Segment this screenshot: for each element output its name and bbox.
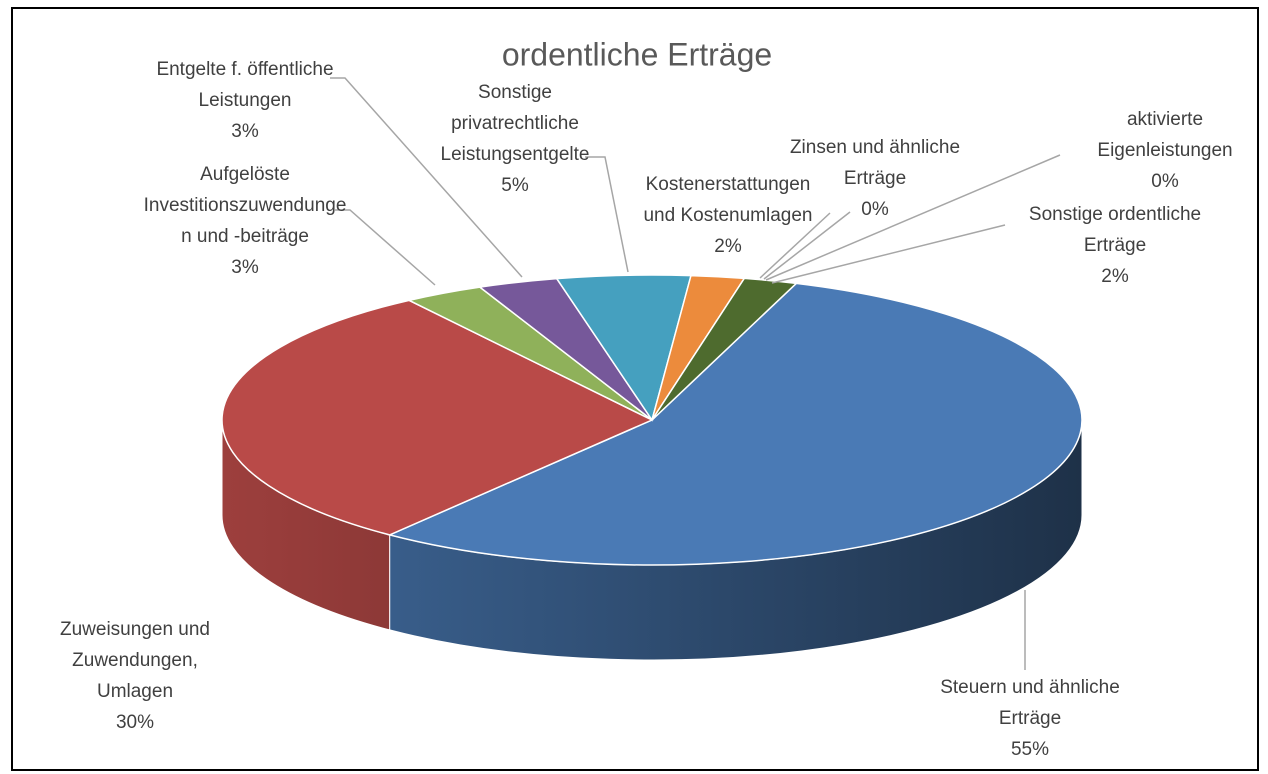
category-label: Sonstige ordentliche Erträge bbox=[1029, 204, 1201, 256]
pie-slice bbox=[651, 277, 798, 421]
leader-line bbox=[771, 224, 1006, 284]
category-label: Steuern und ähnliche Erträge bbox=[940, 677, 1120, 729]
category-label: Entgelte f. öffentliche Leistungen bbox=[156, 59, 333, 111]
value-label: 3% bbox=[231, 257, 259, 278]
category-label: Zinsen und ähnliche Erträge bbox=[790, 137, 960, 189]
value-label: 2% bbox=[714, 236, 742, 257]
category-label: Zuweisungen und Zuwendungen, Umlagen bbox=[60, 619, 210, 702]
value-label: 0% bbox=[1151, 171, 1179, 192]
pie-slice bbox=[387, 282, 1083, 566]
value-label: 2% bbox=[1101, 266, 1129, 287]
leader-line bbox=[330, 77, 523, 278]
category-label: Aufgelöste Investitionszuwendunge n und -b… bbox=[144, 164, 347, 247]
pie-tops bbox=[221, 274, 1083, 566]
leader-line bbox=[759, 212, 831, 279]
leader-line bbox=[765, 154, 1061, 281]
category-label: Sonstige privatrechtliche Leistungsentgelt… bbox=[441, 82, 590, 165]
value-label: 3% bbox=[231, 121, 259, 142]
value-label: 55% bbox=[1011, 739, 1049, 760]
value-label: 5% bbox=[501, 175, 529, 196]
category-label: aktivierte Eigenleistungen bbox=[1097, 109, 1232, 161]
value-label: 0% bbox=[861, 199, 889, 220]
value-label: 30% bbox=[116, 712, 154, 733]
pie-slice bbox=[221, 299, 654, 536]
chart-title: ordentliche Erträge bbox=[502, 36, 772, 72]
leader-line bbox=[763, 211, 851, 280]
leader-line bbox=[585, 156, 629, 273]
category-label: Kostenerstattungen und Kostenumlagen bbox=[643, 174, 812, 226]
leader-line bbox=[335, 209, 436, 286]
